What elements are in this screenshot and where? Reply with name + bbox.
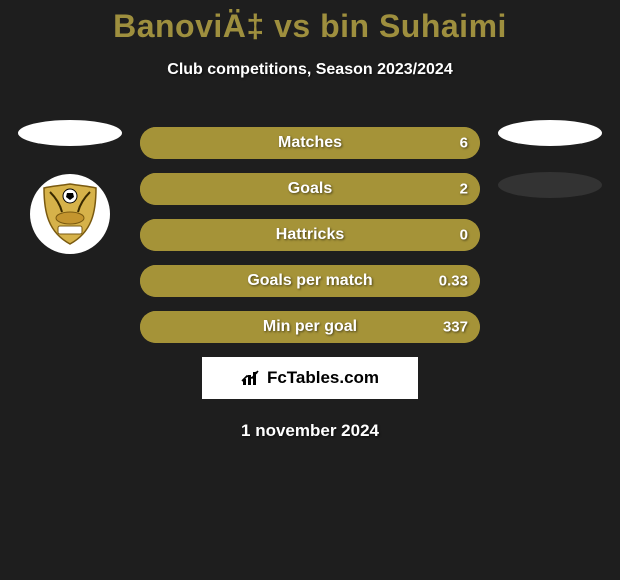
- player-right-ellipse-bottom: [498, 172, 602, 198]
- player-right-column: [490, 120, 610, 198]
- player-left-column: [10, 120, 130, 254]
- bar-label: Min per goal: [263, 318, 357, 336]
- brand-box[interactable]: FcTables.com: [202, 357, 418, 399]
- bar-value-right: 0: [460, 227, 468, 244]
- bar-value-right: 6: [460, 135, 468, 152]
- comparison-card: BanoviÄ‡ vs bin Suhaimi Club competition…: [0, 0, 620, 441]
- player-left-ellipse: [18, 120, 122, 146]
- stats-bars: Matches 6 Goals 2 Hattricks 0 Goals per match 0…: [140, 127, 480, 343]
- player-left-crest: [30, 174, 110, 254]
- bar-label: Goals: [288, 180, 332, 198]
- stat-row: Matches 6: [140, 127, 480, 159]
- chart-icon: [241, 369, 261, 387]
- brand-label: FcTables.com: [267, 368, 379, 388]
- bar-value-right: 337: [443, 319, 468, 336]
- bar-value-right: 0.33: [439, 273, 468, 290]
- stat-row: Goals per match 0.33: [140, 265, 480, 297]
- bar-label: Hattricks: [276, 226, 344, 244]
- player-right-ellipse-top: [498, 120, 602, 146]
- date-line: 1 november 2024: [0, 421, 620, 441]
- subtitle: Club competitions, Season 2023/2024: [0, 61, 620, 79]
- bar-label: Goals per match: [247, 272, 372, 290]
- bar-label: Matches: [278, 134, 342, 152]
- stat-row: Hattricks 0: [140, 219, 480, 251]
- bar-value-right: 2: [460, 181, 468, 198]
- stat-row: Goals 2: [140, 173, 480, 205]
- page-title: BanoviÄ‡ vs bin Suhaimi: [0, 0, 620, 45]
- stat-row: Min per goal 337: [140, 311, 480, 343]
- shield-icon: [40, 182, 100, 246]
